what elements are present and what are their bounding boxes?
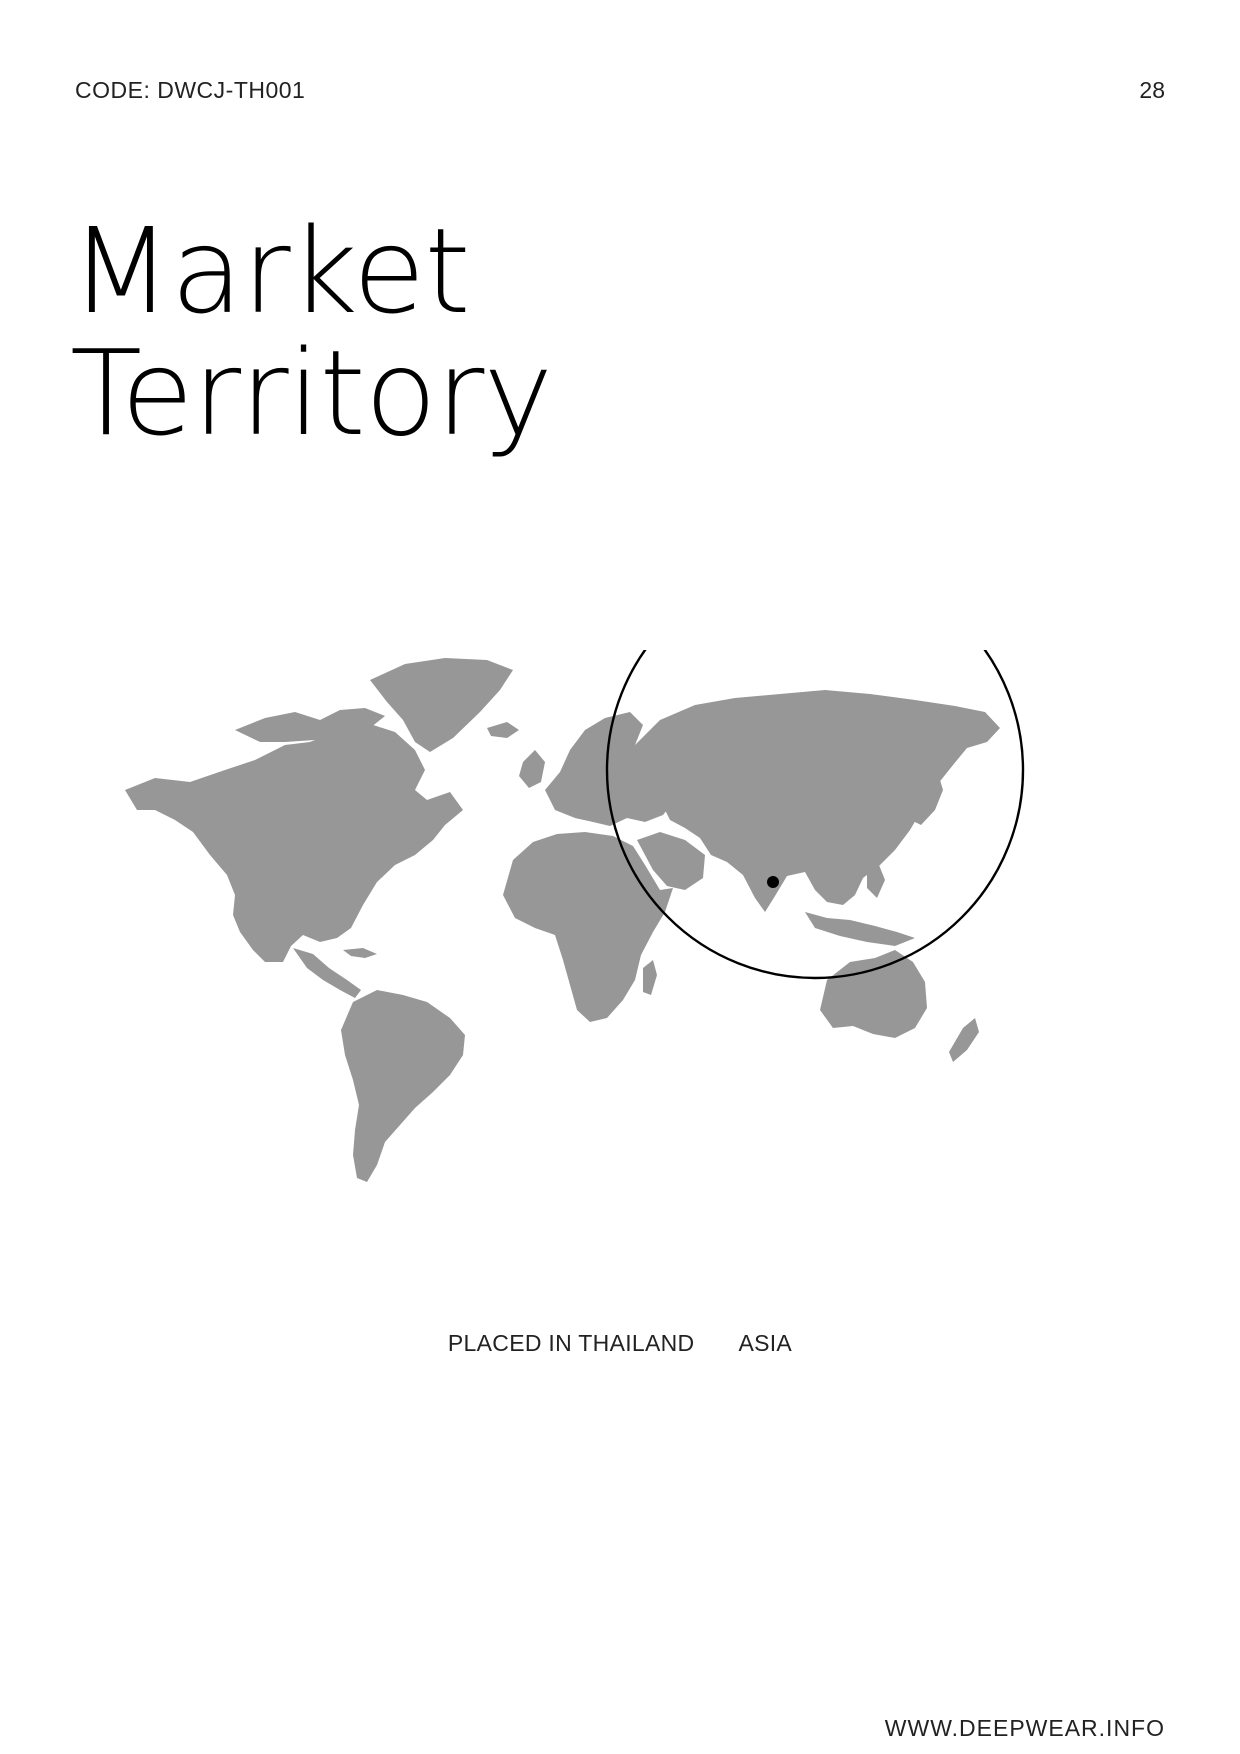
caribbean-islands xyxy=(343,948,377,958)
south-america-landmass xyxy=(341,990,465,1182)
japan-landmass xyxy=(911,770,943,825)
central-america-landmass xyxy=(293,948,361,998)
southeast-asia-islands xyxy=(805,912,915,946)
title-line-1: Market xyxy=(70,202,471,340)
europe-landmass xyxy=(545,712,690,826)
australia-landmass xyxy=(820,950,927,1038)
website-link[interactable]: WWW.DEEPWEAR.INFO xyxy=(884,1715,1165,1741)
arctic-islands xyxy=(235,708,385,742)
caption-region: ASIA xyxy=(738,1330,793,1356)
world-map xyxy=(115,650,1135,1210)
territory-circle xyxy=(605,650,1025,980)
asia-landmass xyxy=(635,690,1000,912)
greenland-landmass xyxy=(370,658,513,752)
middle-east-landmass xyxy=(637,832,705,890)
iceland-landmass xyxy=(487,722,519,738)
thailand-marker xyxy=(767,876,779,888)
africa-landmass xyxy=(503,832,673,1022)
philippines-landmass xyxy=(867,860,885,898)
page-number: 28 xyxy=(1139,77,1165,103)
madagascar-landmass xyxy=(643,960,657,995)
british-isles-landmass xyxy=(519,750,545,788)
document-code: CODE: DWCJ-TH001 xyxy=(75,77,306,103)
caption-location: PLACED IN THAILAND xyxy=(447,1330,695,1356)
page-title: Market Territory xyxy=(70,202,553,462)
location-caption: PLACED IN THAILAND ASIA xyxy=(0,1330,1240,1357)
north-america-landmass xyxy=(125,724,463,962)
title-line-2: Territory xyxy=(70,324,553,462)
new-zealand-landmass xyxy=(949,1018,979,1062)
